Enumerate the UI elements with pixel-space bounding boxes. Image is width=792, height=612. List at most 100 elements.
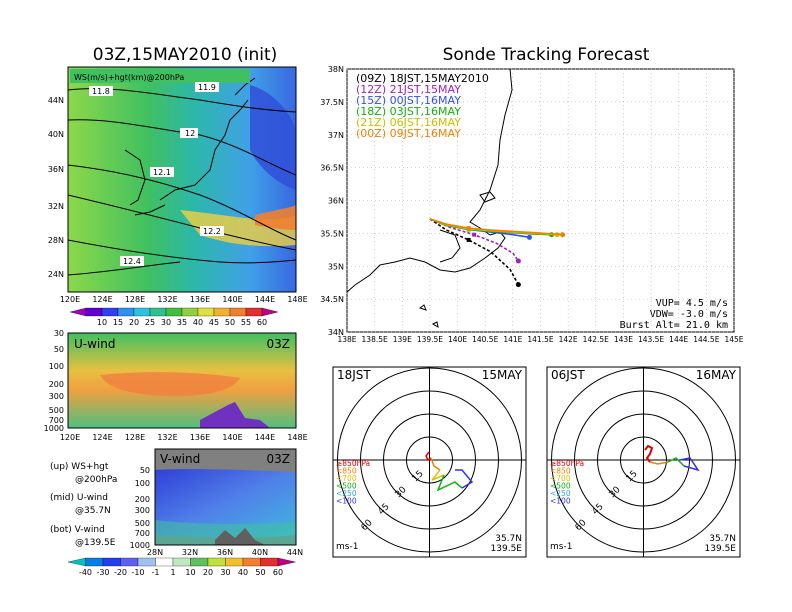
y-tick-label: 34N: [328, 328, 344, 337]
level-legend-entry: <100: [336, 497, 357, 506]
upper-map-japan-outline: [134, 77, 256, 216]
upper-colorbar: 10 15 20 25 30 35 40 45 50 55 60: [69, 307, 279, 327]
colorbar-label: -20: [114, 568, 127, 577]
colorbar-label: 35: [177, 318, 187, 327]
u-wind-frame: [67, 332, 297, 429]
track-end-point: [526, 234, 532, 240]
level-legend-entry: <500: [336, 482, 357, 491]
colorbar-swatch: [190, 557, 209, 567]
v-wind-region: [155, 469, 296, 539]
y-tick-label: 500: [135, 519, 150, 528]
y-tick-label: 44N: [48, 96, 64, 105]
colorbar-swatch: [165, 307, 183, 317]
level-legend-entry: <100: [550, 497, 571, 506]
legend-entry: (21Z) 06JST,16MAY: [356, 116, 461, 129]
y-tick-label: 1000: [130, 541, 150, 550]
y-tick-label: 36.5N: [320, 164, 344, 173]
upper-map-contour-3: [67, 164, 297, 241]
track-mid-marker: [472, 232, 477, 237]
hodograph-date-label: 15MAY: [482, 368, 523, 382]
colorbar-swatch: [197, 307, 215, 317]
contour-label: 12.4: [123, 257, 141, 266]
side-legend-up-sub: @200hPa: [75, 475, 117, 485]
colorbar-swatch: [155, 557, 174, 567]
colorbar-swatch: [261, 307, 279, 317]
level-legend-entry: <850: [550, 467, 571, 476]
x-tick-label: 144.5E: [693, 335, 719, 344]
y-tick-label: 200: [49, 380, 64, 389]
hodo-trace: [431, 469, 445, 481]
y-tick-label: 30: [54, 329, 64, 338]
colorbar-swatch: [133, 307, 151, 317]
v-wind-label: V-wind: [160, 452, 200, 466]
colorbar-swatch: [137, 557, 156, 567]
hodo-trace: [455, 469, 474, 489]
colorbar-label: -1: [152, 568, 160, 577]
x-tick-label: 143.5E: [638, 335, 664, 344]
x-tick-label: 28N: [147, 548, 163, 557]
colorbar-label: 25: [145, 318, 155, 327]
upper-map-jet-max: [255, 205, 296, 230]
coastline-islet: [431, 321, 439, 329]
colorbar-swatch: [260, 557, 279, 567]
hodo-trace: [436, 474, 463, 492]
colorbar-swatch: [213, 307, 231, 317]
hodo-trace: [679, 457, 700, 472]
colorbar-swatch: [117, 307, 135, 317]
colorbar-label: 10: [185, 568, 195, 577]
colorbar-label: 30: [220, 568, 230, 577]
unit-label: ms-1: [336, 542, 358, 552]
u-wind-x-ticks: 120E 124E 128E 132E 136E 140E 144E 148E: [60, 433, 308, 442]
colorbar-label: 10: [97, 318, 107, 327]
contour-label: 12.2: [203, 227, 221, 236]
colorbar-swatch: [67, 557, 86, 567]
u-wind-jet: [100, 372, 240, 397]
x-tick-label: 142.5E: [583, 335, 609, 344]
y-tick-label: 100: [49, 362, 64, 371]
hodo-trace: [425, 451, 432, 462]
x-tick-label: 136E: [190, 433, 210, 442]
y-tick-label: 300: [135, 506, 150, 515]
upper-map-contour-labels: 11.8 11.9 12 12.1 12.2 12.4: [89, 82, 224, 266]
x-tick-label: 138E: [337, 335, 356, 344]
colorbar-swatch: [277, 557, 296, 567]
y-tick-label: 700: [135, 529, 150, 538]
track-mid-marker: [466, 237, 471, 242]
annotation-vdw: VDW= -3.0 m/s: [650, 309, 728, 320]
x-tick-label: 141.5E: [527, 335, 553, 344]
colorbar-label: 40: [193, 318, 203, 327]
track-legend: (09Z) 18JST,15MAY2010(12Z) 21JST,15MAY(1…: [356, 72, 489, 140]
y-tick-label: 38N: [328, 65, 344, 74]
colorbar-swatch: [229, 307, 247, 317]
hodo-trace: [644, 444, 654, 463]
upper-map-y-ticks: 24N 28N 32N 36N 40N 44N: [48, 96, 64, 279]
colorbar-swatch: [85, 307, 103, 317]
level-legend-entry: <700: [336, 474, 357, 483]
level-legend-entry: <250: [336, 489, 357, 498]
x-tick-label: 143E: [614, 335, 633, 344]
track-end-point: [515, 282, 521, 288]
y-tick-label: 50: [54, 345, 64, 354]
colorbar-label: 20: [129, 318, 139, 327]
level-legend-entry: <500: [550, 482, 571, 491]
track-annotations: VUP= 4.5 m/s VDW= -3.0 m/s Burst Alt= 21…: [620, 298, 728, 331]
annotation-vup: VUP= 4.5 m/s: [656, 298, 728, 309]
colorbar-swatch: [207, 557, 226, 567]
v-wind-terrain: [215, 528, 265, 545]
level-legend-entry: <250: [550, 489, 571, 498]
contour-label: 12: [185, 129, 195, 138]
colorbar-label: 50: [255, 568, 265, 577]
x-tick-label: 144E: [669, 335, 688, 344]
left-title: 03Z,15MAY2010 (init): [93, 45, 278, 65]
x-tick-label: 140.5E: [472, 335, 498, 344]
contour-label: 11.8: [92, 87, 110, 96]
track-line: [429, 218, 563, 236]
colorbar-label: 45: [209, 318, 219, 327]
colorbar-swatch: [69, 307, 87, 317]
y-tick-label: 36N: [48, 165, 64, 174]
coastline-islet: [418, 304, 427, 311]
upper-map-korea-outline: [124, 149, 146, 206]
v-colorbar: -40 -30 -20 -10 -1 1 10 20 30 40 50 60: [67, 557, 296, 577]
